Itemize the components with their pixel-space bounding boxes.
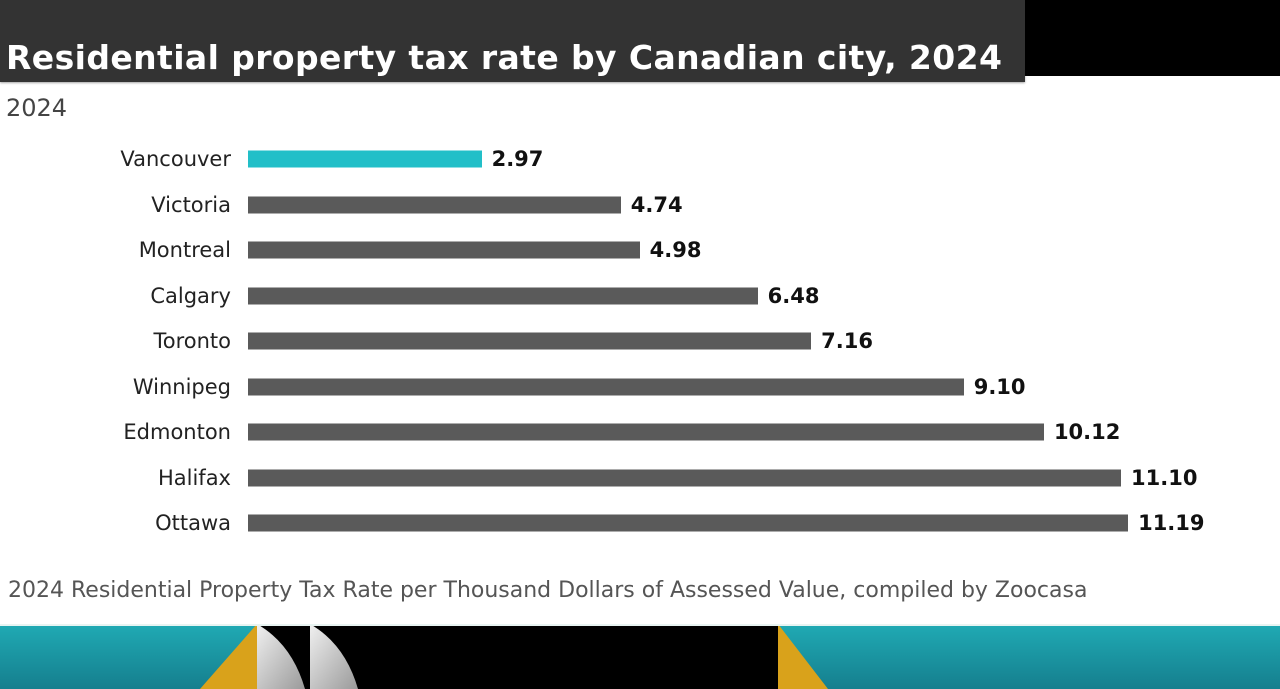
value-label: 6.48: [767, 283, 820, 308]
category-label: Winnipeg: [132, 374, 231, 399]
bar-winnipeg: [248, 378, 964, 395]
value-label: 10.12: [1053, 420, 1121, 444]
band-gold-left: [200, 624, 257, 689]
value-label: 4.74: [630, 192, 683, 217]
category-label: Ottawa: [155, 511, 231, 535]
decorative-bottom-band: [0, 624, 1280, 689]
category-label: Edmonton: [123, 420, 231, 444]
source-note: 2024 Residential Property Tax Rate per T…: [8, 578, 1088, 603]
category-label: Calgary: [150, 283, 231, 308]
band-silver-arc-2: [310, 624, 358, 689]
value-label: 7.16: [821, 329, 873, 353]
band-gold-right: [778, 624, 828, 689]
bar-ottawa: [248, 514, 1129, 532]
category-label: Vancouver: [120, 147, 231, 171]
value-label: 9.10: [973, 374, 1026, 399]
bar-montreal: [248, 241, 640, 259]
category-label: Halifax: [157, 465, 231, 490]
band-silver-arc-1: [257, 624, 305, 689]
category-label: Toronto: [153, 329, 231, 353]
value-label: 11.19: [1138, 511, 1205, 535]
chart-subtitle: 2024: [6, 94, 68, 122]
category-label: Montreal: [138, 238, 231, 262]
bar-toronto: [248, 332, 812, 350]
bar-calgary: [248, 287, 758, 304]
category-label: Victoria: [151, 192, 231, 217]
bar-edmonton: [248, 423, 1044, 441]
chart-title: Residential property tax rate by Canadia…: [6, 38, 1003, 77]
value-label: 2.97: [491, 147, 544, 171]
value-label: 4.98: [649, 238, 702, 262]
title-banner: Residential property tax rate by Canadia…: [0, 0, 1025, 82]
band-teal-right: [778, 624, 1280, 689]
band-top-line: [0, 624, 1280, 626]
value-label: 11.10: [1131, 465, 1198, 490]
bar-vancouver: [248, 150, 482, 168]
bar-victoria: [248, 196, 621, 213]
bar-halifax: [248, 469, 1121, 486]
